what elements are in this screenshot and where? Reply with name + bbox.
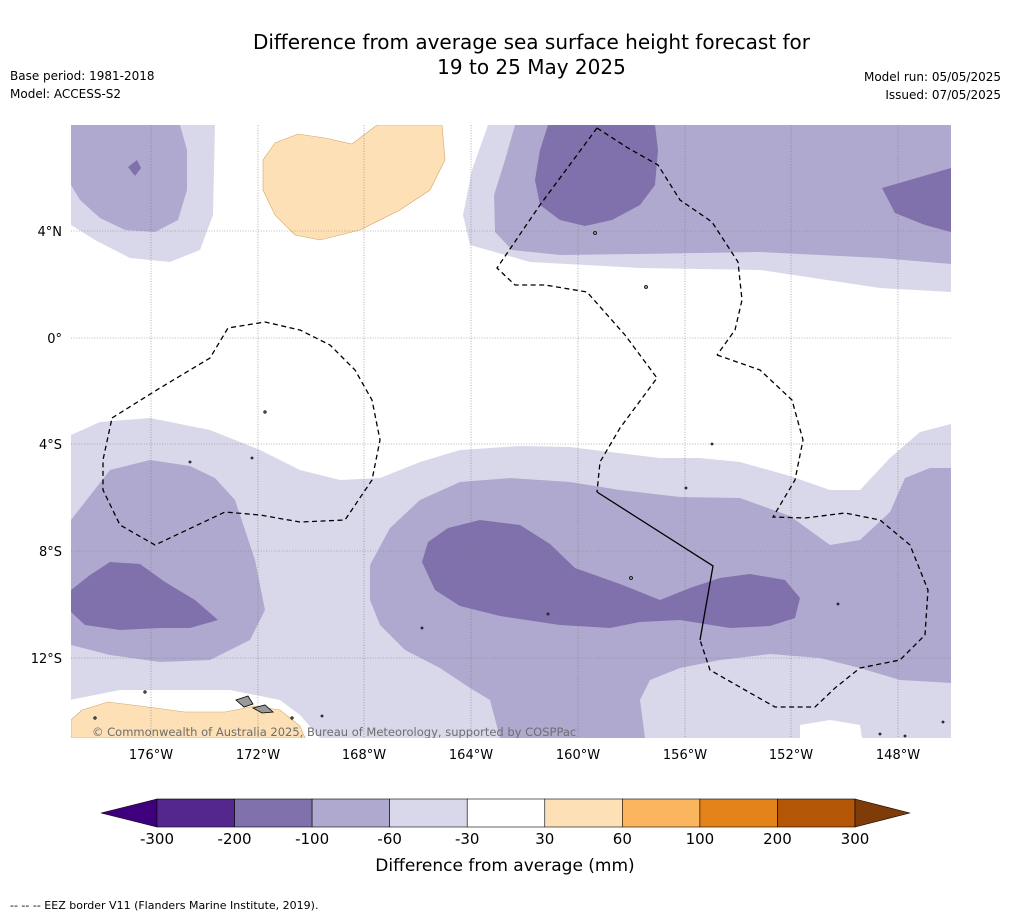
colorbar-swatch <box>699 798 778 828</box>
colorbar-swatch <box>311 798 390 828</box>
lat-label: 12°S <box>31 652 62 667</box>
boundary-solid-segment <box>596 491 714 641</box>
colorbar-swatches <box>100 798 911 828</box>
island-dot <box>420 626 424 630</box>
lat-label: 8°S <box>39 545 62 560</box>
colorbar-swatch <box>544 798 623 828</box>
contour-north-west-medium <box>71 125 187 232</box>
lon-label: 164°W <box>449 748 493 763</box>
colorbar-swatch <box>389 798 468 828</box>
contour-south-west-positive <box>71 701 306 738</box>
island-dot <box>836 602 840 606</box>
colorbar-tick-label: 60 <box>613 830 632 848</box>
island-dot <box>143 690 147 694</box>
contour-north-west-spot <box>128 160 141 176</box>
island-dot <box>644 285 648 289</box>
contour-north-dark <box>535 125 658 226</box>
island-dot <box>593 231 597 235</box>
island-dot <box>546 612 550 616</box>
longitude-labels: 176°W 172°W 168°W 164°W 160°W 156°W 152°… <box>129 748 920 763</box>
colorbar-tick-label: 300 <box>841 830 870 848</box>
colorbar-tick-label: 200 <box>763 830 792 848</box>
colorbar-swatch <box>777 798 856 828</box>
eez-border-line-islands-south <box>699 354 929 708</box>
island-dot <box>250 456 254 460</box>
colorbar-swatch <box>234 798 313 828</box>
lat-label: 4°S <box>39 438 62 453</box>
colorbar: -300 -200 -100 -60 -30 30 60 100 200 300 Differen… <box>100 798 911 876</box>
island-dot <box>629 576 633 580</box>
map-area: © Commonwealth of Australia 2025, Bureau… <box>71 125 951 739</box>
eez-border-kiribati-gilbert <box>102 321 381 546</box>
latitude-labels: 4°N 0° 4°S 8°S 12°S <box>31 225 62 667</box>
lat-label: 4°N <box>38 225 63 240</box>
lon-label: 176°W <box>129 748 173 763</box>
eez-border-kiribati-phoenix-line <box>496 127 658 493</box>
chart-title: Difference from average sea surface heig… <box>0 30 1011 80</box>
contour-south-west-dark <box>71 562 218 630</box>
colorbar-tick-label: 100 <box>686 830 715 848</box>
colorbar-swatch <box>622 798 701 828</box>
model-text: Model: ACCESS-S2 <box>10 87 122 101</box>
colorbar-swatch <box>466 798 546 828</box>
lon-label: 172°W <box>236 748 280 763</box>
title-line-2: 19 to 25 May 2025 <box>437 55 626 79</box>
island-samoa-1 <box>235 695 254 708</box>
contour-central-dark <box>422 520 800 628</box>
island-dot <box>878 732 882 736</box>
colorbar-tick-label: -100 <box>295 830 329 848</box>
contour-south-white-pocket-2 <box>800 720 862 738</box>
meta-right: Model run: 05/05/2025 Issued: 07/05/2025 <box>864 68 1001 104</box>
issued-text: Issued: 07/05/2025 <box>885 88 1001 102</box>
colorbar-tick-label: 30 <box>535 830 554 848</box>
island-dot <box>903 734 907 738</box>
lon-label: 152°W <box>769 748 813 763</box>
island-dot <box>941 720 945 724</box>
copyright-text: © Commonwealth of Australia 2025, Bureau… <box>92 725 576 739</box>
eez-borders <box>102 127 929 708</box>
lon-label: 160°W <box>556 748 600 763</box>
model-run-text: Model run: 05/05/2025 <box>863 70 1001 84</box>
eez-footnote: -- -- -- EEZ border V11 (Flanders Marine… <box>10 899 319 912</box>
islands <box>93 231 945 738</box>
island-samoa-2 <box>251 704 274 714</box>
island-dot <box>93 716 97 720</box>
island-dot <box>320 714 324 718</box>
colorbar-tick-label: -60 <box>377 830 402 848</box>
colorbar-tick-label: -200 <box>218 830 252 848</box>
title-line-1: Difference from average sea surface heig… <box>252 30 811 54</box>
colorbar-tick-label: -30 <box>455 830 480 848</box>
lon-label: 168°W <box>342 748 386 763</box>
island-dot <box>263 410 267 414</box>
lon-label: 156°W <box>663 748 707 763</box>
island-dot <box>188 460 192 464</box>
lat-label: 0° <box>47 332 62 347</box>
colorbar-extend-high <box>854 798 911 828</box>
island-dot <box>710 442 714 446</box>
contour-north-positive <box>262 125 446 241</box>
colorbar-tick-label: -300 <box>140 830 174 848</box>
colorbar-swatch <box>156 798 235 828</box>
colorbar-tick-labels: -300 -200 -100 -60 -30 30 60 100 200 300 <box>140 830 869 848</box>
eez-border-line-islands-north <box>596 127 743 356</box>
island-dot <box>684 486 688 490</box>
contour-north-east-dark <box>882 168 951 232</box>
island-dot <box>290 716 294 720</box>
colorbar-title: Difference from average (mm) <box>375 856 634 876</box>
lon-label: 148°W <box>876 748 920 763</box>
base-period-text: Base period: 1981-2018 <box>10 69 155 83</box>
meta-left: Base period: 1981-2018 Model: ACCESS-S2 <box>10 67 155 103</box>
colorbar-extend-low <box>100 798 158 828</box>
graticule <box>71 125 951 738</box>
